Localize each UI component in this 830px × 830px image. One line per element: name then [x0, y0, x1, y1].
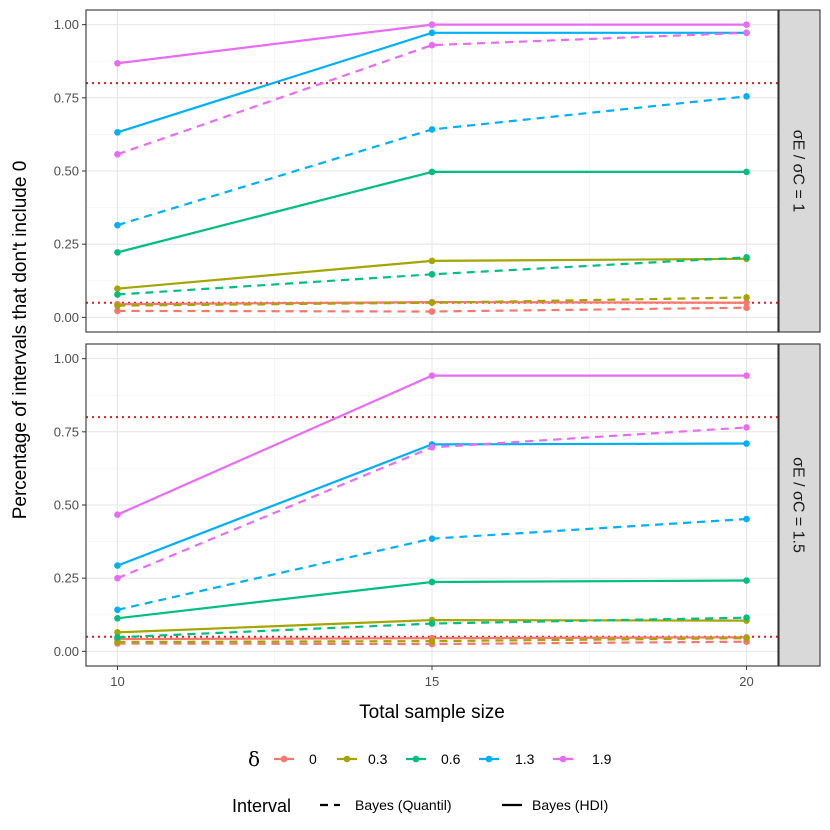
- legend-linetype-label: Bayes (Quantil): [355, 797, 451, 813]
- data-point: [428, 257, 436, 265]
- legend-color-key-point: [485, 755, 493, 763]
- facet-strip-label: σE / σC = 1.5: [790, 457, 807, 553]
- data-point: [743, 304, 750, 312]
- data-point: [428, 299, 436, 307]
- data-point: [114, 249, 121, 256]
- data-point: [428, 29, 436, 37]
- legend-linetype-title: Interval: [232, 796, 291, 816]
- x-axis-title: Total sample size: [359, 702, 505, 723]
- facet-strip-label: σE / σC = 1: [790, 130, 807, 213]
- facet-strip: [778, 9, 821, 333]
- data-point: [743, 93, 750, 100]
- y-tick-label: 1.00: [54, 351, 79, 366]
- data-point: [114, 307, 121, 315]
- data-point: [743, 577, 750, 584]
- data-point: [114, 59, 121, 67]
- data-point: [114, 291, 121, 298]
- legend-color-label: 1.9: [592, 751, 612, 767]
- data-point: [114, 151, 121, 158]
- legend-color-label: 0: [309, 751, 317, 767]
- data-point: [428, 126, 436, 133]
- y-tick-label: 0.00: [54, 310, 79, 325]
- data-point: [428, 637, 436, 645]
- data-point: [114, 285, 121, 292]
- data-point: [114, 638, 121, 646]
- facet-panel: 0.00 0.25 0.50 0.75 1.00 σE / σC = 1.5: [54, 343, 821, 667]
- data-point: [114, 629, 121, 636]
- data-point: [743, 424, 750, 431]
- data-point: [743, 515, 750, 523]
- data-point: [428, 535, 436, 542]
- legend-color-key-point: [559, 755, 567, 763]
- data-point: [114, 562, 121, 569]
- legend-color-label: 0.3: [368, 751, 388, 767]
- data-point: [428, 308, 436, 315]
- y-tick-label: 0.25: [54, 237, 79, 252]
- data-point: [743, 21, 750, 28]
- data-point: [743, 168, 750, 176]
- data-point: [428, 578, 436, 586]
- data-point: [428, 21, 436, 28]
- facet-strip: [778, 343, 821, 667]
- data-point: [743, 440, 750, 447]
- data-point: [114, 614, 121, 622]
- y-tick-label: 0.75: [54, 424, 79, 439]
- y-tick-label: 1.00: [54, 17, 79, 32]
- legend: δ 0 0.3 0.6 1.3 1.9 Interval Bayes (Quantil) Bay…: [232, 747, 612, 816]
- y-tick-label: 0.25: [54, 571, 79, 586]
- data-point: [428, 41, 436, 49]
- data-point: [114, 302, 121, 309]
- data-point: [114, 574, 121, 582]
- data-point: [114, 634, 121, 641]
- data-point: [743, 614, 750, 621]
- legend-linetype-label: Bayes (HDI): [532, 797, 608, 813]
- legend-color-key-point: [412, 755, 420, 763]
- data-point: [743, 294, 750, 301]
- data-point: [428, 271, 436, 278]
- y-tick-label: 0.75: [54, 90, 79, 105]
- x-tick-label: 10: [110, 674, 124, 689]
- x-tick-label: 20: [739, 674, 753, 689]
- y-tick-label: 0.50: [54, 164, 79, 179]
- data-point: [428, 168, 436, 176]
- data-point: [743, 254, 750, 261]
- data-point: [743, 29, 750, 37]
- data-point: [114, 606, 121, 614]
- legend-color-key-point: [343, 755, 351, 763]
- x-tick-label: 15: [425, 674, 439, 689]
- y-tick-label: 0.00: [54, 644, 79, 659]
- data-point: [428, 620, 436, 627]
- data-point: [114, 129, 121, 136]
- facet-panel: 0.00 0.25 0.50 0.75 1.00 σE / σC = 1: [54, 9, 821, 333]
- y-tick-label: 0.50: [54, 498, 79, 513]
- data-point: [428, 372, 436, 379]
- legend-color-key-point: [280, 755, 288, 763]
- legend-color-label: 1.3: [515, 751, 535, 767]
- data-point: [114, 221, 121, 229]
- data-point: [743, 372, 750, 379]
- data-point: [743, 299, 750, 307]
- legend-color-title: δ: [248, 747, 260, 771]
- y-axis-title: Percentage of intervals that don't inclu…: [10, 161, 31, 520]
- data-point: [114, 511, 121, 518]
- legend-color-label: 0.6: [441, 751, 461, 767]
- data-point: [743, 634, 750, 642]
- data-point: [428, 444, 436, 451]
